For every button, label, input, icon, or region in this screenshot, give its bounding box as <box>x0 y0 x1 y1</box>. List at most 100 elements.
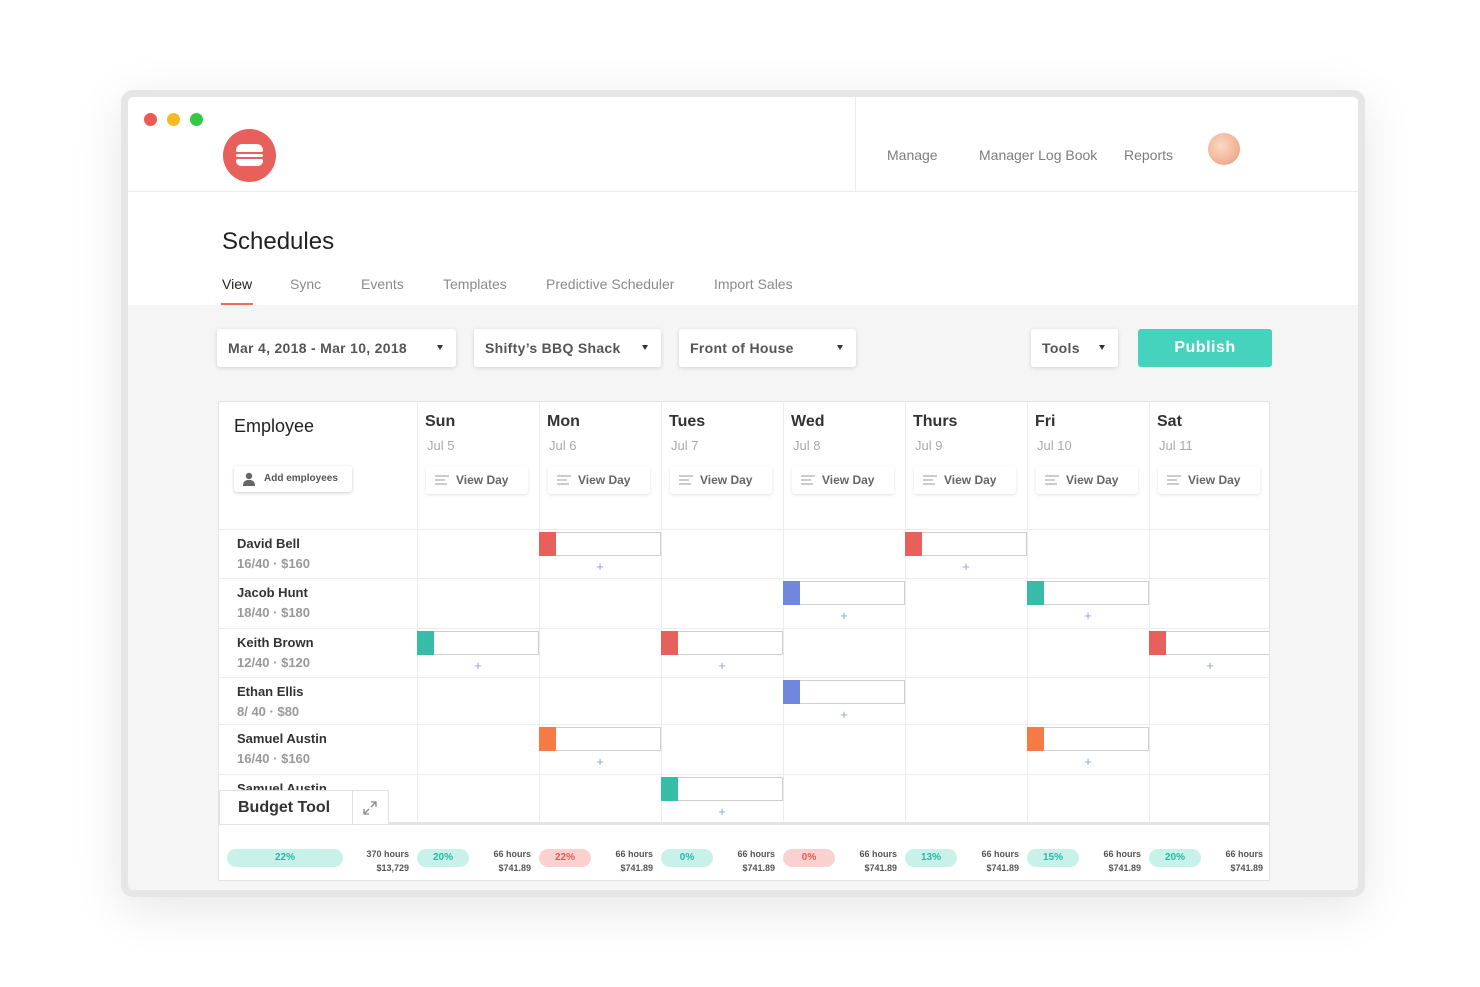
budget-day-cost: $741.89 <box>864 863 897 873</box>
budget-day-cost: $741.89 <box>498 863 531 873</box>
nav-reports[interactable]: Reports <box>1124 147 1174 163</box>
tab-sync[interactable]: Sync <box>290 276 322 292</box>
day-date: Jul 6 <box>549 438 577 453</box>
tab-view[interactable]: View <box>222 276 253 292</box>
add-shift-icon[interactable]: + <box>840 707 848 722</box>
minimize-window-button[interactable] <box>167 113 180 126</box>
publish-button[interactable]: Publish <box>1138 329 1272 367</box>
view-day-button[interactable]: View Day <box>792 466 894 494</box>
budget-day-pill: 15% <box>1027 849 1079 867</box>
view-day-label: View Day <box>822 473 875 487</box>
shift-color-chip <box>539 532 556 556</box>
tab-events[interactable]: Events <box>361 276 404 292</box>
shift-block[interactable] <box>905 532 1027 556</box>
budget-day-hours: 66 hours <box>859 849 897 859</box>
budget-day-stats: 66 hours $741.89 <box>1083 847 1141 875</box>
tab-import-sales[interactable]: Import Sales <box>714 276 793 292</box>
budget-day-pill: 0% <box>661 849 713 867</box>
employee-name[interactable]: Samuel Austin <box>237 731 327 746</box>
list-icon <box>801 475 815 485</box>
shift-color-chip <box>1027 581 1044 605</box>
day-date: Jul 8 <box>793 438 821 453</box>
view-day-label: View Day <box>700 473 753 487</box>
shift-block[interactable] <box>1149 631 1269 655</box>
shift-block[interactable] <box>661 777 783 801</box>
view-day-label: View Day <box>456 473 509 487</box>
shift-block[interactable] <box>539 532 661 556</box>
burger-logo-icon[interactable] <box>223 129 276 182</box>
shift-color-chip <box>661 631 678 655</box>
header-divider <box>855 97 856 192</box>
add-shift-icon[interactable]: + <box>718 804 726 819</box>
shift-block[interactable] <box>417 631 539 655</box>
column-divider <box>783 402 784 822</box>
add-shift-icon[interactable]: + <box>596 754 604 769</box>
add-shift-icon[interactable]: + <box>840 608 848 623</box>
add-shift-icon[interactable]: + <box>1206 658 1214 673</box>
employee-name[interactable]: Ethan Ellis <box>237 684 304 699</box>
employee-name[interactable]: Keith Brown <box>237 635 314 650</box>
shift-block[interactable] <box>661 631 783 655</box>
add-shift-icon[interactable]: + <box>1084 754 1092 769</box>
list-icon <box>1167 475 1181 485</box>
tools-label: Tools <box>1042 340 1080 356</box>
budget-day-pill: 22% <box>539 849 591 867</box>
add-shift-icon[interactable]: + <box>1084 608 1092 623</box>
tools-dropdown[interactable]: Tools <box>1031 329 1118 367</box>
shift-block[interactable] <box>1027 581 1149 605</box>
view-day-button[interactable]: View Day <box>914 466 1016 494</box>
view-day-button[interactable]: View Day <box>1036 466 1138 494</box>
day-date: Jul 7 <box>671 438 699 453</box>
employee-hours: 12/40 · $120 <box>237 655 311 670</box>
budget-day-stats: 66 hours $741.89 <box>961 847 1019 875</box>
maximize-window-button[interactable] <box>190 113 203 126</box>
view-day-button[interactable]: View Day <box>548 466 650 494</box>
view-day-button[interactable]: View Day <box>426 466 528 494</box>
user-avatar[interactable] <box>1208 133 1240 165</box>
budget-day-cost: $741.89 <box>620 863 653 873</box>
row-divider <box>219 578 1269 579</box>
day-name: Thurs <box>913 413 958 430</box>
employee-name[interactable]: David Bell <box>237 536 300 551</box>
budget-day-stats: 66 hours $741.89 <box>1205 847 1263 875</box>
department-dropdown[interactable]: Front of House <box>679 329 856 367</box>
caret-down-icon <box>642 345 648 350</box>
budget-day-pill: 20% <box>417 849 469 867</box>
shift-block[interactable] <box>539 727 661 751</box>
employee-name[interactable]: Jacob Hunt <box>237 585 308 600</box>
shift-color-chip <box>661 777 678 801</box>
shift-color-chip <box>783 581 800 605</box>
department-value: Front of House <box>690 340 794 356</box>
budget-total-hours: 370 hours <box>366 849 409 859</box>
shift-block[interactable] <box>1027 727 1149 751</box>
nav-manage[interactable]: Manage <box>887 147 938 163</box>
budget-total-stats: 370 hours $13,729 <box>349 847 409 875</box>
shift-block[interactable] <box>783 581 905 605</box>
add-employees-button[interactable]: Add employees <box>234 466 352 492</box>
add-shift-icon[interactable]: + <box>962 559 970 574</box>
tab-templates[interactable]: Templates <box>443 276 507 292</box>
add-shift-icon[interactable]: + <box>596 559 604 574</box>
tab-predictive-scheduler[interactable]: Predictive Scheduler <box>546 276 675 292</box>
page-header: Schedules View Sync Events Templates Pre… <box>128 192 1358 305</box>
budget-tool-label: Budget Tool <box>238 799 331 816</box>
close-window-button[interactable] <box>144 113 157 126</box>
view-day-button[interactable]: View Day <box>1158 466 1260 494</box>
view-day-button[interactable]: View Day <box>670 466 772 494</box>
location-dropdown[interactable]: Shifty’s BBQ Shack <box>474 329 661 367</box>
nav-manager-log-book[interactable]: Manager Log Book <box>979 147 1098 163</box>
add-shift-icon[interactable]: + <box>474 658 482 673</box>
add-shift-icon[interactable]: + <box>718 658 726 673</box>
row-divider <box>219 529 1269 530</box>
day-date: Jul 5 <box>427 438 455 453</box>
budget-tool-tab[interactable]: Budget Tool <box>219 790 389 825</box>
window-controls <box>144 113 203 126</box>
app-window: Manage Manager Log Book Reports Schedule… <box>121 90 1365 897</box>
employee-hours: 16/40 · $160 <box>237 751 311 766</box>
date-range-dropdown[interactable]: Mar 4, 2018 - Mar 10, 2018 <box>217 329 456 367</box>
expand-icon[interactable] <box>362 800 378 816</box>
add-employees-label: Add employees <box>264 473 338 484</box>
list-icon <box>679 475 693 485</box>
budget-total-cost: $13,729 <box>376 863 409 873</box>
shift-block[interactable] <box>783 680 905 704</box>
